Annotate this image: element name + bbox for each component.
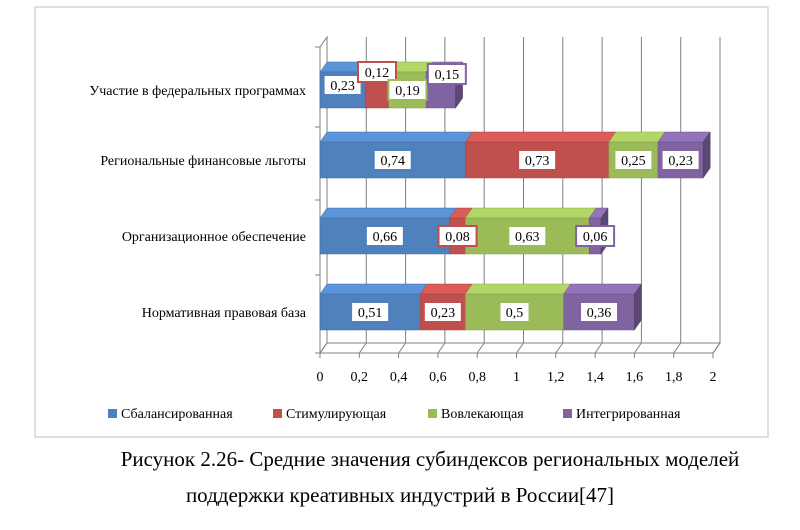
stacked-bar-chart: 0,23 0,12 0,19 0,15 0,74 0,73 0,25 0,23 0,66 0,08… (34, 6, 769, 438)
bar-top-face (319, 283, 428, 295)
x-tick-label: 1 (513, 370, 520, 385)
x-tick-label: 1,6 (626, 370, 644, 385)
data-label: 0,25 (621, 154, 646, 169)
bar-top-face (419, 283, 473, 295)
figure-caption-line-2: поддержки креативных индустрий в России[… (185, 483, 615, 507)
category-labels: Участие в федеральных программах Регионал… (89, 84, 306, 321)
category-label: Нормативная правовая база (142, 306, 307, 321)
x-tick-label: 1,4 (586, 370, 604, 385)
bar-top-face (563, 283, 642, 295)
data-label: 0,73 (525, 154, 550, 169)
gridline-depth (633, 342, 642, 354)
x-tick-label: 0,4 (390, 370, 408, 385)
data-label-box (613, 149, 654, 171)
data-label: 0,36 (587, 306, 612, 321)
legend-swatch (428, 409, 437, 418)
data-label-box (579, 301, 620, 323)
x-tick-label: 1,2 (547, 370, 565, 385)
legend-swatch (563, 409, 572, 418)
x-tick-label: 1,8 (665, 370, 683, 385)
data-label-box (517, 149, 558, 171)
legend-label: Вовлекающая (441, 407, 524, 422)
data-label: 0,12 (365, 66, 390, 81)
data-label: 0,63 (515, 230, 540, 245)
data-label: 0,08 (445, 230, 470, 245)
data-label: 0,51 (358, 306, 383, 321)
gridline-depth (712, 342, 721, 354)
data-label-box (364, 225, 405, 247)
data-label: 0,74 (380, 154, 405, 169)
data-label-box (372, 149, 413, 171)
gridline-depth (319, 342, 328, 354)
gridline-depth (437, 342, 446, 354)
data-label-box (322, 74, 363, 96)
bar-top-face (319, 131, 473, 143)
bar-top-face (464, 207, 597, 219)
gridline-depth (673, 342, 682, 354)
legend-swatch (273, 409, 282, 418)
gridline-depth (398, 342, 407, 354)
x-tick-label: 0,6 (429, 370, 447, 385)
x-tick-label: 2 (710, 370, 717, 385)
data-label-box (498, 301, 531, 323)
legend-label: Стимулирующая (286, 407, 387, 422)
data-label: 0,23 (431, 306, 456, 321)
chart-data-labels: 0,23 0,12 0,19 0,15 0,74 0,73 0,25 0,23 0,66 0,08… (322, 61, 701, 323)
gridline-depth (516, 342, 524, 354)
x-tick-label: 0,8 (468, 370, 486, 385)
x-tick-labels: 0 0,2 0,4 0,6 0,8 1 1,2 1,4 1,6 1,8 2 (317, 370, 717, 385)
category-label: Организационное обеспечение (122, 230, 306, 245)
category-label: Участие в федеральных программах (89, 84, 306, 99)
data-label-box (426, 63, 467, 85)
data-label-box (660, 149, 701, 171)
bar-top-face (464, 131, 617, 143)
gridline-depth (476, 342, 485, 354)
gridline-depth (358, 342, 367, 354)
data-label-box (356, 61, 397, 83)
gridline-depth (594, 342, 603, 354)
data-label-box (437, 225, 478, 247)
data-label-box (422, 301, 463, 323)
chart-legend: Сбалансированная Стимулирующая Вовлекающая… (108, 407, 681, 422)
bar-top-face (657, 131, 711, 143)
bar-top-face (319, 207, 458, 219)
data-label: 0,66 (373, 230, 398, 245)
legend-label: Сбалансированная (121, 407, 233, 422)
data-label: 0,5 (506, 306, 524, 321)
x-tick-label: 0,2 (351, 370, 369, 385)
legend-label: Интегрированная (576, 407, 681, 422)
legend-swatch (108, 409, 117, 418)
data-label: 0,15 (435, 68, 460, 83)
data-label-box (507, 225, 548, 247)
data-label: 0,19 (395, 84, 420, 99)
bar-side-face (702, 131, 711, 179)
data-label-box (575, 225, 616, 247)
figure-caption-line-1: Рисунок 2.26- Средние значения субиндекс… (120, 447, 740, 471)
bar-side-face (634, 283, 642, 331)
gridline-depth (555, 342, 564, 354)
data-label: 0,06 (583, 230, 608, 245)
x-tick-label: 0 (317, 370, 324, 385)
data-label-box (387, 79, 428, 101)
bar-top-face (464, 283, 572, 295)
bar-top-face (608, 131, 666, 143)
data-label-box (350, 301, 391, 323)
category-label: Региональные финансовые льготы (100, 154, 306, 169)
data-label: 0,23 (668, 154, 693, 169)
data-label: 0,23 (330, 79, 355, 94)
